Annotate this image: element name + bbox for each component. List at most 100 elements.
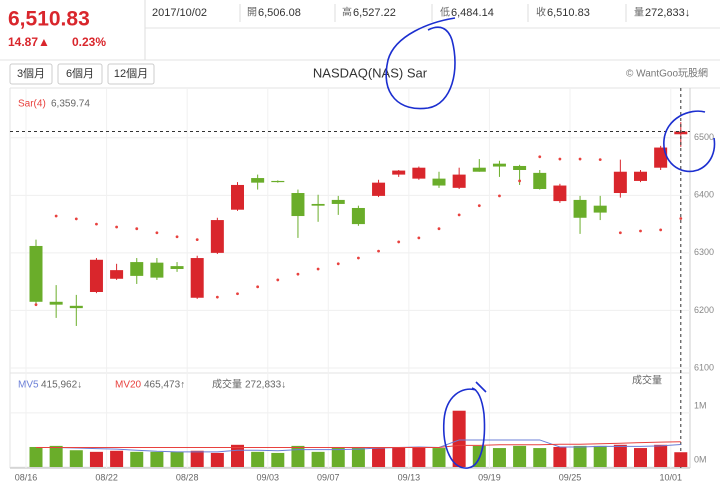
candle-body [251, 178, 265, 183]
sar-dot [679, 217, 683, 220]
candle-body [331, 199, 345, 204]
candle-body [593, 205, 607, 213]
volume-bar [553, 446, 567, 467]
candle-body [372, 182, 386, 196]
candle-body [351, 207, 365, 225]
x-tick-label: 09/03 [257, 472, 280, 482]
sar-dot [215, 295, 219, 299]
range-button-label[interactable]: 12個月 [114, 67, 148, 80]
volume-name: 成交量 [212, 378, 242, 391]
high: 6,527.22 [353, 7, 396, 19]
range-button-label[interactable]: 3個月 [17, 67, 45, 80]
candle-body [130, 262, 144, 276]
sar-dot [336, 262, 340, 266]
sar-dot [498, 194, 501, 198]
sar-dot [54, 214, 58, 218]
sar-dot [236, 292, 239, 296]
x-tick-label: 09/13 [398, 472, 421, 482]
sar-dot [639, 229, 642, 233]
candle-body [492, 163, 506, 167]
y-tick-label: 0M [694, 454, 707, 464]
sar-dot [175, 235, 179, 239]
range-buttons: 3個月 6個月 12個月 [9, 63, 155, 85]
candle-body [69, 305, 83, 309]
sar-dot [135, 227, 139, 231]
ma-line [36, 441, 681, 449]
low-label: 低 [440, 6, 450, 19]
x-tick-label: 09/25 [559, 472, 582, 482]
candle-body [392, 170, 406, 175]
mv20-name: MV20 [115, 380, 142, 391]
sar-dot [659, 228, 663, 232]
candle-body [170, 266, 184, 269]
candle-body [190, 258, 204, 298]
sar-dot [155, 231, 159, 235]
sar-dot [95, 222, 98, 226]
sar-dot [74, 217, 78, 221]
volume-bar [634, 448, 647, 467]
range-button[interactable] [9, 63, 53, 85]
candle-body [210, 220, 224, 253]
volume-bar [331, 446, 345, 467]
volume-bar [29, 446, 43, 467]
sar-dot [377, 249, 380, 253]
sar-dot [417, 236, 421, 240]
volume-bar [372, 448, 386, 467]
candle-body [150, 262, 164, 278]
annotation-circle [385, 17, 456, 110]
x-tick-label: 10/01 [660, 472, 683, 482]
candle-body [573, 199, 587, 218]
volume-bar [231, 444, 244, 467]
range-button[interactable] [57, 63, 103, 85]
candle-body [311, 203, 325, 206]
candle-body [291, 193, 305, 217]
volume-bar [110, 450, 124, 467]
date: 2017/10/02 [152, 7, 207, 19]
volume-bar [351, 446, 365, 467]
mv5-value: 415,962↓ [41, 380, 82, 391]
close-label: 收 [536, 6, 546, 19]
candle-body [412, 167, 426, 179]
sar-dot [578, 157, 582, 161]
candle-body [110, 270, 124, 279]
volume-bar [432, 448, 446, 467]
volume-bar [492, 448, 506, 467]
candle-body [432, 178, 446, 186]
sar-dot [195, 238, 199, 242]
x-tick-label: 08/22 [95, 472, 118, 482]
volume-bar [291, 445, 305, 467]
sar-value: 6,359.74 [51, 99, 90, 110]
candle-body [613, 171, 627, 194]
sar-dot [518, 179, 521, 183]
y-tick-label: 6200 [694, 305, 714, 315]
candle-body [29, 245, 43, 302]
y-tick-label: 6100 [694, 362, 714, 372]
x-tick-label: 08/16 [15, 472, 38, 482]
volume-bar [251, 451, 265, 467]
volume-bar [69, 450, 83, 467]
sar-dot [397, 240, 401, 244]
volume-bar [412, 446, 426, 467]
volume-bar [89, 451, 103, 467]
sar-dot [316, 267, 320, 271]
sar-dot [558, 157, 562, 161]
y-tick-label: 6500 [694, 132, 714, 142]
candle-body [49, 301, 63, 305]
volume-bar [533, 448, 547, 467]
volume-bar [130, 451, 144, 467]
candle-body [231, 184, 244, 210]
sar-dot [598, 158, 602, 162]
close: 6,510.83 [547, 7, 590, 19]
range-button-label[interactable]: 6個月 [66, 67, 94, 80]
open: 6,506.08 [258, 7, 301, 19]
volume-axis-label: 成交量 [632, 374, 662, 387]
x-tick-label: 08/28 [176, 472, 199, 482]
sar-dot [34, 303, 38, 307]
candle-body [271, 180, 285, 183]
sar-dot [437, 227, 441, 231]
range-button[interactable] [107, 63, 155, 85]
volume-bar [452, 410, 466, 467]
sar-dot [477, 204, 481, 208]
volume-bar [170, 451, 184, 467]
volume-bar [271, 452, 285, 467]
